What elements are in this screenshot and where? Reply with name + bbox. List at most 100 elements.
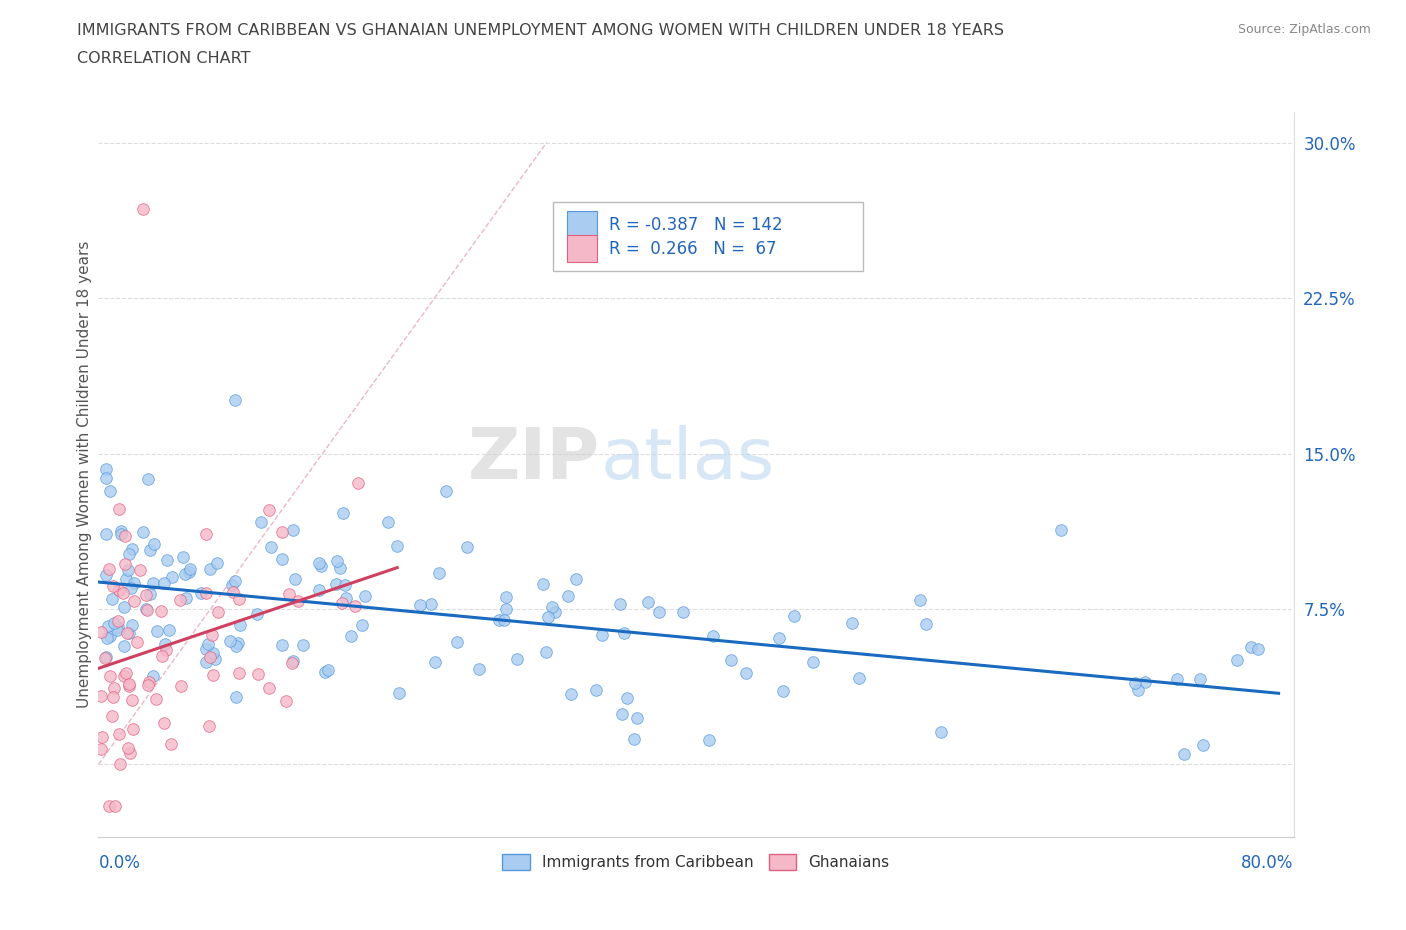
Point xyxy=(120,580,142,595)
Point xyxy=(540,600,562,615)
Point xyxy=(420,596,443,611)
Point xyxy=(226,635,249,650)
Point xyxy=(101,578,124,593)
Point xyxy=(98,669,121,684)
Point xyxy=(283,654,305,669)
Point xyxy=(118,746,141,761)
Point xyxy=(270,551,292,566)
Point xyxy=(1173,747,1195,762)
Point xyxy=(344,599,367,614)
Point xyxy=(94,527,117,542)
Point xyxy=(1126,683,1149,698)
Text: atlas: atlas xyxy=(600,425,775,494)
Point xyxy=(537,610,560,625)
Point xyxy=(246,667,269,682)
Point xyxy=(292,638,315,653)
Point xyxy=(1188,672,1211,687)
Point xyxy=(132,525,155,539)
Point xyxy=(1247,642,1270,657)
Point xyxy=(112,585,135,600)
Point xyxy=(112,600,135,615)
Point xyxy=(246,606,269,621)
Point xyxy=(176,591,198,605)
Point xyxy=(672,604,695,619)
Point xyxy=(139,587,162,602)
Point xyxy=(169,593,191,608)
Point xyxy=(613,625,636,640)
Point xyxy=(136,603,159,618)
Point xyxy=(122,593,145,608)
Point xyxy=(271,525,294,539)
Text: IMMIGRANTS FROM CARIBBEAN VS GHANAIAN UNEMPLOYMENT AMONG WOMEN WITH CHILDREN UND: IMMIGRANTS FROM CARIBBEAN VS GHANAIAN UN… xyxy=(77,23,1004,38)
Point xyxy=(221,578,243,592)
Point xyxy=(1050,523,1073,538)
Point xyxy=(281,656,304,671)
Point xyxy=(456,539,478,554)
Point xyxy=(132,202,155,217)
Point xyxy=(125,634,148,649)
Point xyxy=(325,577,347,591)
Point xyxy=(311,559,333,574)
Point xyxy=(90,624,112,639)
Point xyxy=(347,476,370,491)
Point xyxy=(90,729,112,744)
Point xyxy=(150,649,173,664)
Point xyxy=(841,616,863,631)
Point xyxy=(257,681,280,696)
Point xyxy=(94,471,117,485)
Point xyxy=(278,587,301,602)
Point xyxy=(468,661,491,676)
Point xyxy=(107,614,129,629)
Point xyxy=(259,503,281,518)
Point xyxy=(96,631,118,645)
Point xyxy=(114,556,136,571)
Point xyxy=(436,484,458,498)
Point xyxy=(157,622,180,637)
Point xyxy=(115,625,138,640)
Point xyxy=(122,722,145,737)
Point xyxy=(195,586,218,601)
Point xyxy=(648,604,671,619)
Point xyxy=(1240,640,1263,655)
Point xyxy=(610,706,633,721)
Point xyxy=(118,547,141,562)
Point xyxy=(931,724,953,739)
Point xyxy=(423,654,446,669)
Text: R = -0.387   N = 142: R = -0.387 N = 142 xyxy=(609,216,782,233)
Point xyxy=(848,671,870,685)
Point xyxy=(340,629,363,644)
Point xyxy=(494,613,516,628)
Y-axis label: Unemployment Among Women with Children Under 18 years: Unemployment Among Women with Children U… xyxy=(77,241,91,708)
Point xyxy=(207,604,229,619)
Point xyxy=(97,561,120,576)
Point xyxy=(560,687,582,702)
Point xyxy=(97,618,120,633)
Point xyxy=(179,562,201,577)
Point xyxy=(172,549,194,564)
Point xyxy=(115,665,138,680)
Point xyxy=(160,569,183,584)
Point xyxy=(495,590,517,604)
Point xyxy=(224,393,246,408)
Point xyxy=(488,612,510,627)
Point xyxy=(249,514,271,529)
Point xyxy=(114,529,136,544)
Point xyxy=(107,619,129,634)
Point xyxy=(385,538,408,553)
Point xyxy=(446,635,468,650)
Point xyxy=(772,684,794,698)
Point xyxy=(225,639,247,654)
Point xyxy=(316,662,339,677)
Point xyxy=(224,574,246,589)
Point xyxy=(427,566,450,581)
Point xyxy=(139,543,162,558)
Point xyxy=(115,571,138,586)
Point xyxy=(143,537,166,551)
Text: R =  0.266   N =  67: R = 0.266 N = 67 xyxy=(609,240,776,258)
Point xyxy=(204,651,226,666)
Point xyxy=(136,472,159,486)
Point xyxy=(626,711,648,725)
Point xyxy=(103,616,125,631)
Point xyxy=(409,597,432,612)
Point xyxy=(101,708,124,723)
